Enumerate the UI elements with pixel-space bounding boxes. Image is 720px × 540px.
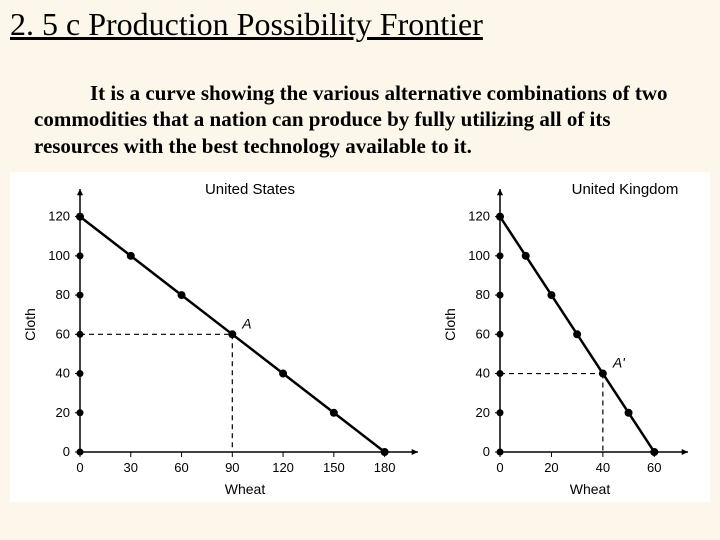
svg-text:20: 20 [476, 405, 490, 420]
svg-text:A': A' [612, 355, 626, 371]
svg-text:120: 120 [468, 209, 490, 224]
svg-text:0: 0 [76, 460, 83, 475]
svg-text:Wheat: Wheat [570, 481, 611, 497]
svg-text:20: 20 [56, 405, 70, 420]
svg-text:United Kingdom: United Kingdom [572, 181, 679, 198]
svg-text:120: 120 [272, 460, 294, 475]
svg-text:0: 0 [483, 444, 490, 459]
svg-text:0: 0 [496, 460, 503, 475]
svg-text:150: 150 [323, 460, 345, 475]
svg-text:80: 80 [476, 287, 490, 302]
svg-text:40: 40 [56, 366, 70, 381]
definition-content: It is a curve showing the various altern… [34, 81, 667, 158]
page-title: 2. 5 c Production Possibility Frontier [10, 6, 483, 43]
svg-text:United States: United States [205, 181, 295, 198]
svg-text:100: 100 [468, 248, 490, 263]
svg-text:180: 180 [374, 460, 396, 475]
svg-text:120: 120 [48, 209, 70, 224]
svg-text:60: 60 [647, 460, 661, 475]
ppf-charts-svg: 0 30 60 90 120 150 180 0 20 40 60 80 100 120 A Wheat Clo… [10, 172, 710, 502]
definition-text: It is a curve showing the various altern… [34, 80, 686, 159]
svg-text:60: 60 [174, 460, 188, 475]
svg-text:Cloth: Cloth [442, 308, 458, 341]
svg-text:30: 30 [124, 460, 138, 475]
svg-text:90: 90 [225, 460, 239, 475]
chart-panel: 0 30 60 90 120 150 180 0 20 40 60 80 100 120 A Wheat Clo… [10, 172, 710, 502]
svg-text:Wheat: Wheat [225, 481, 266, 497]
svg-text:60: 60 [56, 326, 70, 341]
svg-text:40: 40 [596, 460, 610, 475]
svg-text:A: A [241, 315, 251, 331]
svg-text:40: 40 [476, 366, 490, 381]
svg-text:60: 60 [476, 326, 490, 341]
slide: 2. 5 c Production Possibility Frontier I… [0, 0, 720, 540]
svg-text:80: 80 [56, 287, 70, 302]
svg-text:20: 20 [544, 460, 558, 475]
svg-text:Cloth: Cloth [22, 308, 38, 341]
svg-text:0: 0 [63, 444, 70, 459]
svg-text:100: 100 [48, 248, 70, 263]
